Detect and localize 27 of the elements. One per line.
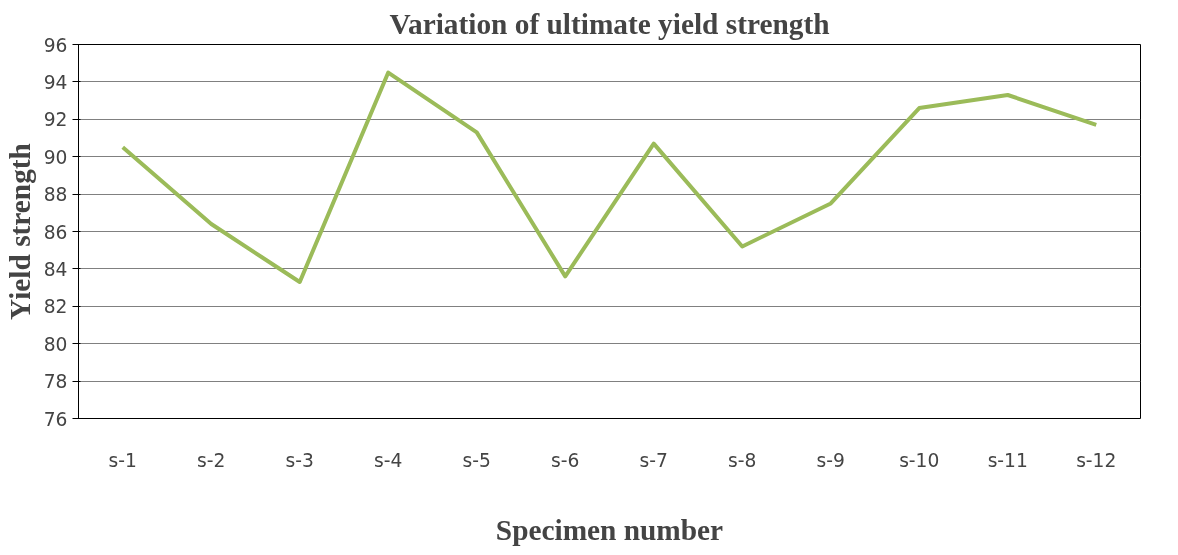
x-tick-label: s-7	[639, 449, 668, 471]
line-series	[120, 70, 1099, 284]
y-tick-label: 80	[43, 333, 68, 355]
x-tick-label: s-12	[1076, 449, 1117, 471]
y-axis-title: Yield strength	[3, 143, 36, 320]
x-tick-label: s-3	[285, 449, 314, 471]
x-tick-label: s-2	[197, 449, 226, 471]
x-tick-label: s-1	[108, 449, 137, 471]
y-tick-label: 92	[43, 109, 68, 131]
x-tick-label: s-6	[551, 449, 580, 471]
y-tick-label: 84	[43, 258, 68, 280]
chart-title: Variation of ultimate yield strength	[389, 7, 830, 40]
y-tick-label: 94	[43, 71, 68, 93]
y-tick-label: 88	[43, 184, 68, 206]
y-tick-label: 96	[43, 34, 68, 56]
x-tick-label: s-5	[462, 449, 491, 471]
y-tick-label: 90	[43, 146, 68, 168]
x-tick-label: s-9	[816, 449, 845, 471]
x-tick-label: s-4	[374, 449, 403, 471]
x-tick-label: s-10	[899, 449, 940, 471]
x-axis-title: Specimen number	[495, 513, 724, 546]
x-tick-label: s-11	[987, 449, 1028, 471]
y-tick-label: 82	[43, 296, 68, 318]
y-tick-label: 86	[43, 221, 68, 243]
x-tick-label: s-8	[728, 449, 757, 471]
y-tick-label: 78	[43, 371, 68, 393]
y-tick-label: 76	[43, 408, 68, 430]
